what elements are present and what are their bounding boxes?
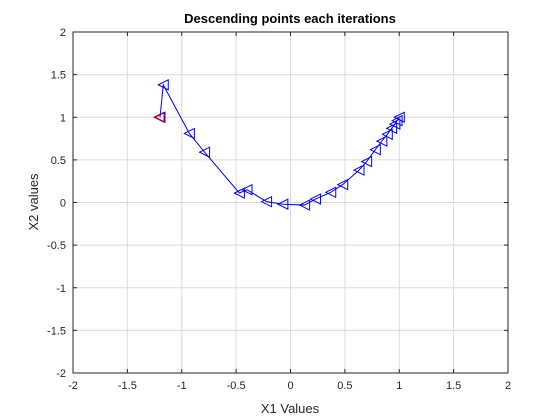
data-point-marker: [336, 178, 349, 191]
start-point-layer: [152, 111, 165, 124]
x-tick-label: -2: [68, 380, 78, 392]
tick-marks: [72, 31, 509, 374]
y-tick-label: -1.5: [47, 325, 66, 337]
data-point-marker: [183, 127, 195, 140]
y-tick-label: 0: [60, 198, 66, 210]
x-tick-label: -1.5: [118, 380, 137, 392]
start-point-marker: [152, 111, 165, 124]
data-point-marker: [233, 187, 245, 199]
data-point-marker: [360, 155, 373, 168]
x-tick-label: 0: [287, 380, 293, 392]
data-point-marker: [381, 128, 393, 141]
x-tick-labels: -2 -1.5 -1 -0.5 0 0.5 1 1.5 2: [68, 380, 511, 392]
x-tick-label: -0.5: [227, 380, 246, 392]
grid-lines: [72, 31, 509, 374]
y-tick-label: -0.5: [47, 240, 66, 252]
data-point-marker: [393, 111, 405, 124]
y-axis-label: X2 values: [26, 173, 41, 231]
data-point-marker: [240, 183, 253, 196]
data-point-marker: [157, 79, 169, 91]
data-point-marker: [369, 143, 381, 156]
y-tick-label: -2: [56, 368, 66, 380]
y-tick-label: 0.5: [51, 155, 66, 167]
series-markers: [153, 79, 405, 211]
x-axis-label: X1 Values: [261, 401, 320, 416]
chart-title: Descending points each iterations: [184, 11, 396, 26]
data-point-marker: [324, 186, 337, 199]
y-tick-label: 1: [60, 112, 66, 124]
x-tick-label: 1.5: [446, 380, 461, 392]
data-point-marker: [375, 135, 388, 147]
data-point-marker: [260, 195, 273, 208]
data-point-marker: [352, 164, 365, 176]
y-tick-label: -1: [56, 283, 66, 295]
x-tick-label: 1: [396, 380, 402, 392]
y-tick-label: 2: [60, 27, 66, 39]
x-tick-label: 2: [505, 380, 511, 392]
series-line: [159, 83, 400, 206]
data-point-marker: [298, 199, 311, 211]
data-point-marker: [198, 146, 211, 159]
data-point-marker: [276, 198, 289, 211]
y-tick-label: 1.5: [51, 70, 66, 82]
data-point-marker: [309, 193, 322, 205]
data-point-marker: [385, 122, 398, 135]
x-tick-label: -1: [177, 380, 187, 392]
y-tick-labels: -2 -1.5 -1 -0.5 0 0.5 1 1.5 2: [47, 27, 66, 380]
x-tick-label: 0.5: [337, 380, 352, 392]
